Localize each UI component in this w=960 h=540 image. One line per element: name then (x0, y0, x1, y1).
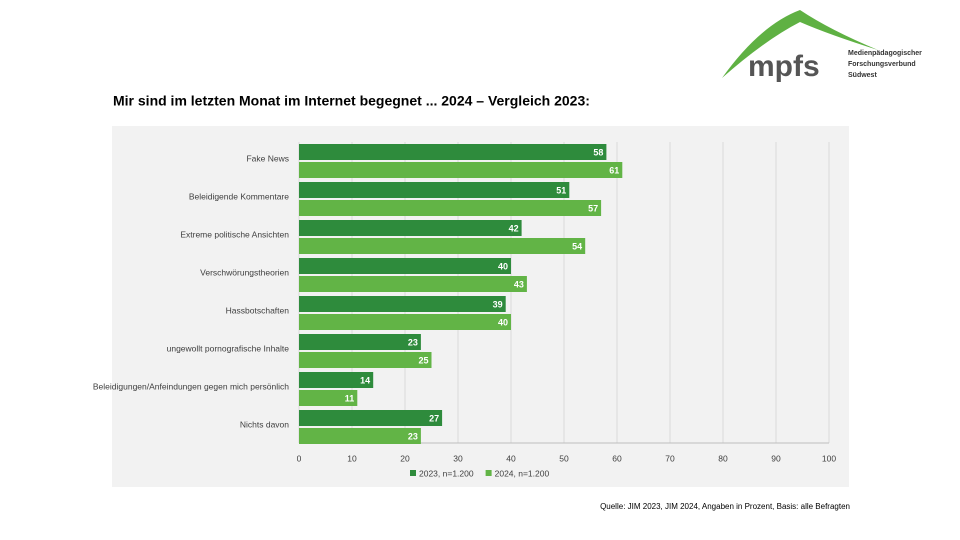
logo-line: Südwest (848, 72, 877, 79)
bar (299, 334, 421, 350)
value-label: 27 (429, 413, 439, 423)
bar (299, 182, 570, 198)
y-tick-label: Hassbotschaften (225, 305, 289, 316)
x-tick-label: 100 (822, 453, 836, 463)
x-tick-label: 50 (559, 453, 569, 463)
value-label: 43 (514, 279, 524, 289)
x-tick-label: 0 (297, 453, 302, 463)
x-tick-label: 10 (347, 453, 357, 463)
logo-arc (722, 10, 878, 78)
value-label: 23 (408, 337, 418, 347)
source: Quelle: JIM 2023, JIM 2024, Angaben in P… (600, 502, 850, 511)
bar (299, 314, 511, 330)
bar (299, 162, 623, 178)
bar (299, 220, 522, 236)
bar (299, 390, 358, 406)
value-label: 39 (493, 299, 503, 309)
bar (299, 372, 374, 388)
x-tick-label: 60 (612, 453, 622, 463)
bar (299, 144, 607, 160)
bar (299, 200, 602, 216)
logo-line: Medienpädagogischer (848, 50, 922, 57)
legend-label: 2023, n=1.200 (419, 468, 474, 478)
bar (299, 276, 527, 292)
bar (299, 238, 586, 254)
x-tick-label: 20 (400, 453, 410, 463)
bar (299, 428, 421, 444)
chart-title: Mir sind im letzten Monat im Internet be… (113, 93, 590, 109)
bar (299, 296, 506, 312)
value-label: 54 (572, 241, 582, 251)
value-label: 42 (509, 223, 519, 233)
y-tick-label: Beleidigende Kommentare (188, 191, 289, 202)
value-label: 23 (408, 431, 418, 441)
value-label: 61 (609, 165, 619, 175)
value-label: 14 (360, 375, 370, 385)
y-tick-label: ungewollt pornografische Inhalte (166, 343, 289, 354)
value-label: 51 (556, 185, 566, 195)
y-tick-label: Verschwörungstheorien (200, 267, 289, 278)
bar (299, 352, 432, 368)
legend-swatch (485, 470, 492, 476)
bar (299, 258, 511, 274)
y-tick-label: Fake News (246, 153, 289, 164)
logo-name: mpfs (748, 50, 820, 83)
y-tick-label: Beleidigungen/Anfeindungen gegen mich pe… (92, 381, 289, 392)
y-tick-label: Extreme politische Ansichten (180, 229, 289, 240)
value-label: 58 (593, 147, 603, 157)
value-label: 40 (498, 261, 508, 271)
x-tick-label: 80 (718, 453, 728, 463)
value-label: 11 (345, 393, 355, 403)
value-label: 25 (418, 355, 428, 365)
x-tick-label: 90 (771, 453, 781, 463)
logo-line: Forschungsverbund (848, 61, 916, 68)
x-tick-label: 40 (506, 453, 516, 463)
legend-label: 2024, n=1.200 (495, 468, 550, 478)
value-label: 57 (588, 203, 598, 213)
x-tick-label: 70 (665, 453, 675, 463)
value-label: 40 (498, 317, 508, 327)
bar (299, 410, 443, 426)
x-tick-label: 30 (453, 453, 463, 463)
legend-swatch (410, 470, 416, 476)
y-tick-label: Nichts davon (239, 419, 289, 430)
